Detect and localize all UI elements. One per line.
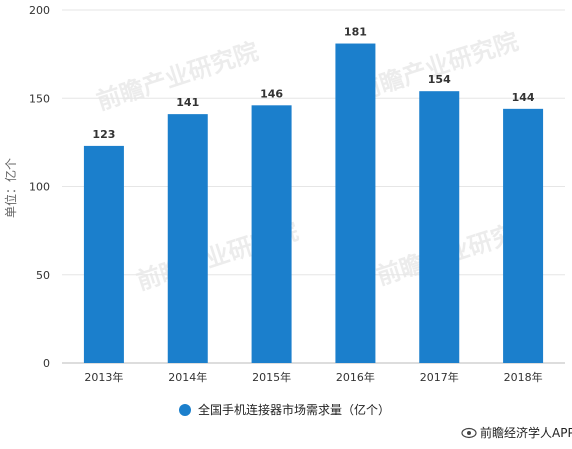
legend-marker xyxy=(179,404,191,416)
watermark-layer: 前瞻产业研究院前瞻产业研究院前瞻产业研究院前瞻产业研究院 xyxy=(93,27,541,296)
x-tick-label: 2015年 xyxy=(252,370,291,384)
x-axis-ticks: 2013年 2014年 2015年 2016年 2017年 2018年 xyxy=(84,370,542,384)
y-tick-label: 0 xyxy=(43,357,50,370)
data-label: 181 xyxy=(344,26,367,39)
x-tick-label: 2014年 xyxy=(168,370,207,384)
legend-label: 全国手机连接器市场需求量（亿个） xyxy=(198,402,390,417)
y-axis-ticks: 0 50 100 150 200 xyxy=(29,4,50,370)
data-label: 154 xyxy=(428,73,451,86)
bar[interactable] xyxy=(419,91,460,363)
y-tick-label: 50 xyxy=(36,269,50,282)
data-label: 141 xyxy=(176,96,199,109)
gridlines xyxy=(62,9,565,364)
data-label: 123 xyxy=(92,128,115,141)
bar[interactable] xyxy=(503,108,544,363)
bars xyxy=(83,43,544,363)
data-labels: 123 141 146 181 154 144 xyxy=(92,26,534,141)
bar[interactable] xyxy=(167,114,208,363)
bar[interactable] xyxy=(251,105,292,363)
y-tick-label: 100 xyxy=(29,181,50,194)
credit: 前瞻经济学人APP xyxy=(461,425,572,440)
bar[interactable] xyxy=(83,145,124,363)
x-tick-label: 2013年 xyxy=(84,370,123,384)
eye-icon xyxy=(461,427,477,439)
x-tick-label: 2017年 xyxy=(420,370,459,384)
legend[interactable]: 全国手机连接器市场需求量（亿个） xyxy=(179,402,390,417)
x-tick-label: 2016年 xyxy=(336,370,375,384)
bar[interactable] xyxy=(335,43,376,363)
credit-text: 前瞻经济学人APP xyxy=(480,425,572,440)
data-label: 146 xyxy=(260,87,283,100)
y-tick-label: 200 xyxy=(29,4,50,17)
data-label: 144 xyxy=(512,91,535,104)
x-tick-label: 2018年 xyxy=(504,370,543,384)
y-tick-label: 150 xyxy=(29,92,50,105)
y-axis-title: 单位：亿个 xyxy=(3,158,18,218)
